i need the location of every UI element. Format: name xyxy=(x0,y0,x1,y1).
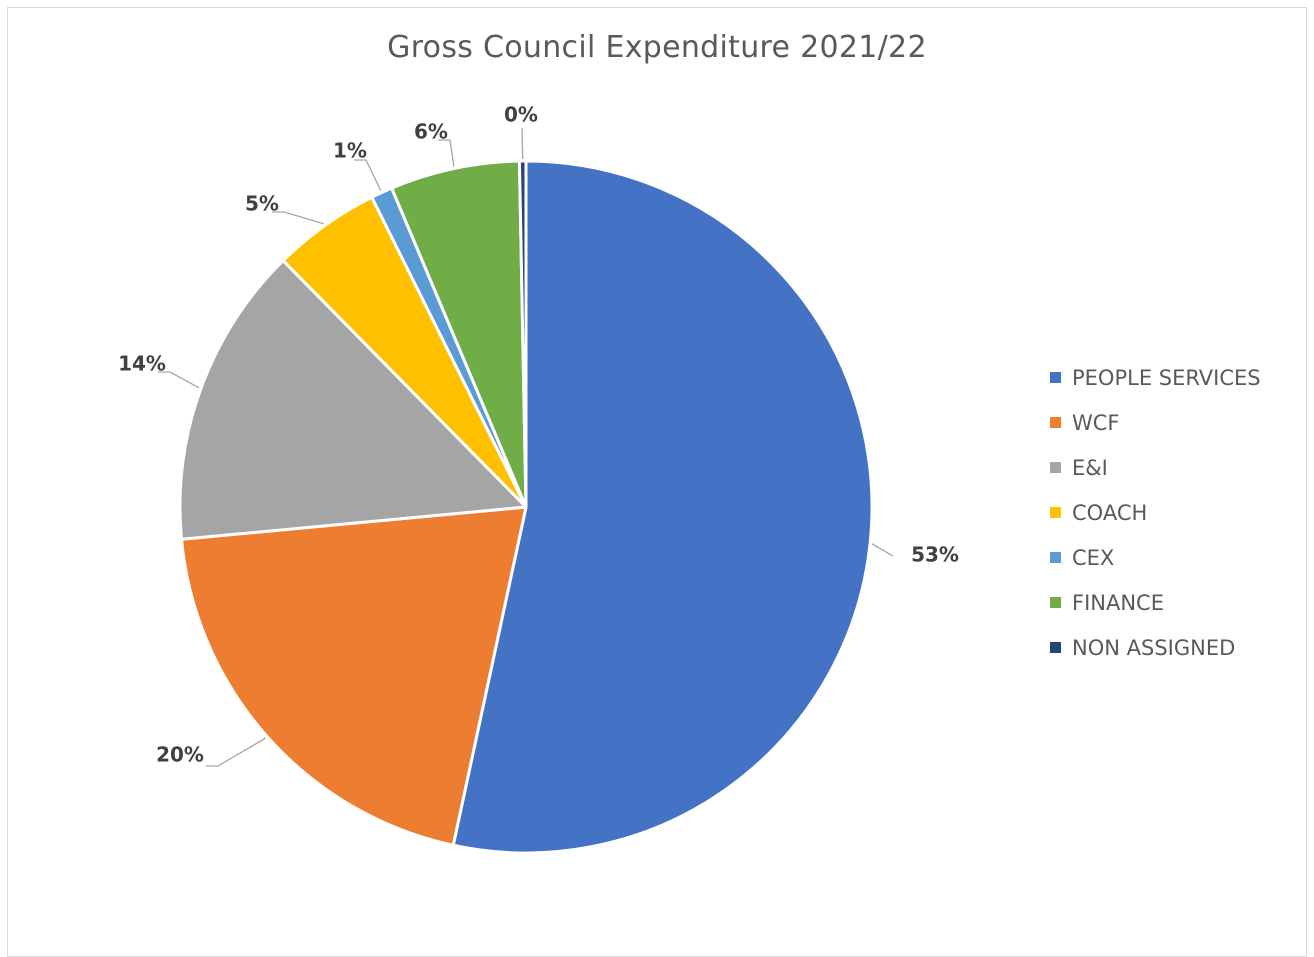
legend-label: WCF xyxy=(1072,410,1120,435)
leader-line-wcf xyxy=(206,737,267,767)
legend-item-coach: COACH xyxy=(1050,490,1261,535)
legend-label: CEX xyxy=(1072,545,1115,570)
legend-item-cex: CEX xyxy=(1050,535,1261,580)
legend-item-e-i: E&I xyxy=(1050,445,1261,490)
legend-swatch xyxy=(1050,597,1061,608)
data-label-e-i: 14% xyxy=(118,352,166,376)
legend-item-non-assigned: NON ASSIGNED xyxy=(1050,625,1261,670)
chart-title: Gross Council Expenditure 2021/22 xyxy=(387,30,927,65)
data-label-finance: 6% xyxy=(414,120,448,144)
leader-line-e-i xyxy=(158,371,200,389)
legend-label: FINANCE xyxy=(1072,590,1164,615)
legend-swatch xyxy=(1050,372,1061,383)
legend-swatch xyxy=(1050,507,1061,518)
legend-swatch xyxy=(1050,417,1061,428)
legend-item-finance: FINANCE xyxy=(1050,580,1261,625)
legend-swatch xyxy=(1050,462,1061,473)
data-label-coach: 5% xyxy=(245,192,279,216)
pie-slice-non-assigned xyxy=(517,159,528,509)
pie-slice-e-i xyxy=(178,259,528,541)
legend-label: NON ASSIGNED xyxy=(1072,635,1236,660)
legend-label: E&I xyxy=(1072,455,1108,480)
legend-swatch xyxy=(1050,642,1061,653)
legend-label: COACH xyxy=(1072,500,1148,525)
data-label-non-assigned: 0% xyxy=(504,103,538,127)
legend-label: PEOPLE SERVICES xyxy=(1072,365,1261,390)
data-label-wcf: 20% xyxy=(156,743,204,767)
leader-line-non-assigned xyxy=(521,127,524,160)
leader-line-people-services xyxy=(871,543,894,557)
pie-chart: 53% 20% 14% 5% 1% 6% 0% xyxy=(118,103,959,855)
legend-item-wcf: WCF xyxy=(1050,400,1261,445)
legend-swatch xyxy=(1050,552,1061,563)
legend-item-people-services: PEOPLE SERVICES xyxy=(1050,355,1261,400)
legend: PEOPLE SERVICES WCF E&I COACH CEX FINANCE NON … xyxy=(1050,355,1261,670)
data-label-people-services: 53% xyxy=(911,543,959,567)
leader-line-cex xyxy=(354,159,382,192)
leader-line-finance xyxy=(438,139,455,167)
data-label-cex: 1% xyxy=(333,139,367,163)
pie-slice-finance xyxy=(390,159,528,509)
leader-line-coach xyxy=(272,211,324,225)
pie-slice-wcf xyxy=(180,505,528,847)
pie-slice-people-services xyxy=(451,159,874,855)
